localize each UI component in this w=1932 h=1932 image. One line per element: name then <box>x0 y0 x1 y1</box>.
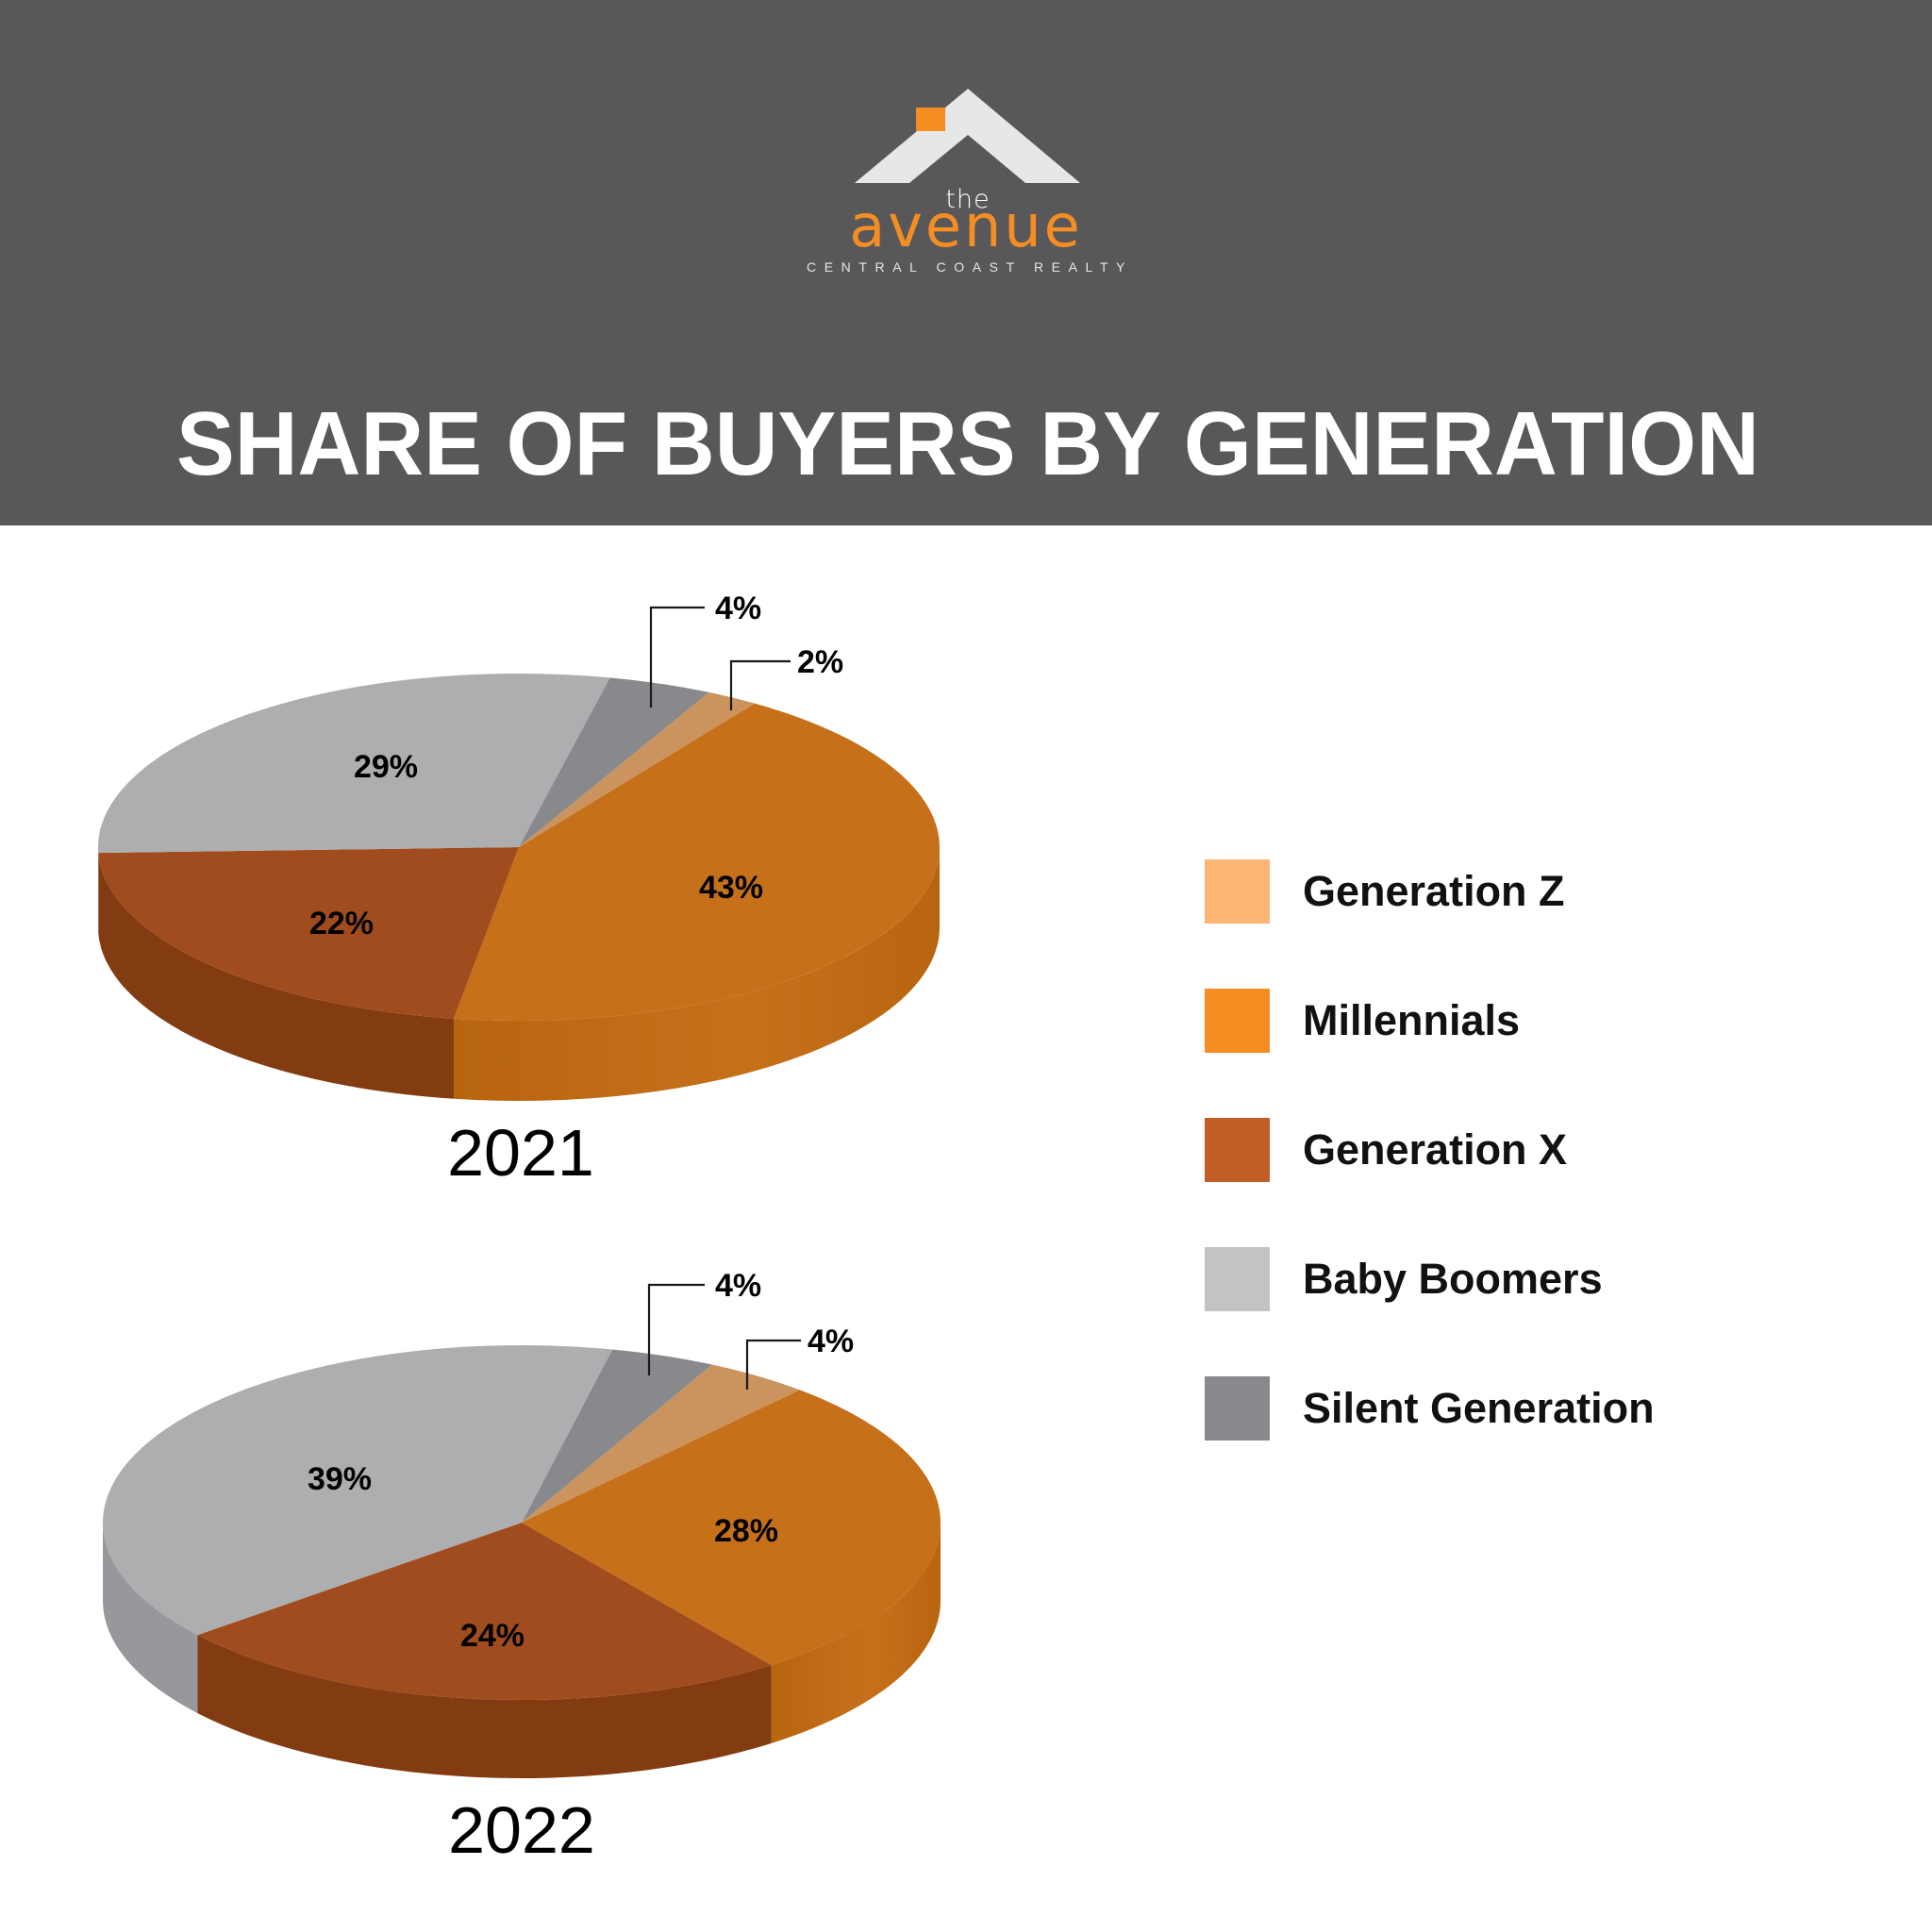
pie-year-label: 2021 <box>447 1116 594 1190</box>
pie-year-label: 2022 <box>448 1793 595 1867</box>
pie-slice-generation-z <box>522 1364 800 1523</box>
legend-item-millennials: Millennials <box>1205 989 1865 1053</box>
pie-sides <box>103 1523 941 1778</box>
legend-item-silent-generation: Silent Generation <box>1205 1376 1865 1441</box>
legend-swatch-generation-x <box>1205 1118 1270 1182</box>
slice-value-label: 24% <box>460 1618 525 1654</box>
pie-top <box>103 1344 941 1700</box>
slice-value-label: 28% <box>714 1513 778 1549</box>
pie-chart-2021: 43% 22% 29% 4% 2% 2021 <box>98 591 941 1190</box>
callout-leader-line <box>745 1339 801 1390</box>
callout-value-label: 2% <box>797 644 843 680</box>
pie-slice-generation-z <box>519 691 756 847</box>
callout-value-label: 4% <box>808 1324 854 1359</box>
pie-chart-2022: 28% 24% 39% 4% 4% 2022 <box>103 1268 941 1867</box>
pie-side-millennials <box>453 847 941 1101</box>
pie-slice-generation-x <box>98 847 519 1019</box>
legend-item-generation-x: Generation X <box>1205 1118 1865 1182</box>
pie-slice-baby-boomers <box>98 673 610 854</box>
pie-slice-millennials <box>522 1390 941 1665</box>
pie-slice-silent-generation <box>522 1349 712 1523</box>
pie-sides <box>98 847 941 1101</box>
legend-label: Baby Boomers <box>1303 1255 1603 1303</box>
page-title-container: SHARE OF BUYERS BY GENERATION <box>176 396 1759 494</box>
page-title: SHARE OF BUYERS BY GENERATION <box>176 396 1759 494</box>
legend-label: Silent Generation <box>1303 1384 1655 1432</box>
chimney-shape <box>916 108 945 131</box>
legend-swatch-baby-boomers <box>1205 1247 1270 1311</box>
callout-leader-line <box>647 1283 705 1375</box>
roof-shape <box>855 89 1080 183</box>
logo-tagline: CENTRAL COAST REALTY <box>806 259 1133 275</box>
legend-swatch-silent-generation <box>1205 1376 1270 1441</box>
legend-swatch-generation-z <box>1205 859 1270 924</box>
pie-top <box>98 673 941 1022</box>
slice-value-label: 29% <box>354 749 418 785</box>
callout-value-label: 4% <box>715 1268 761 1304</box>
pie-slice-millennials <box>453 703 941 1022</box>
logo-the-text: the <box>945 185 991 214</box>
pie-slice-baby-boomers <box>103 1344 613 1636</box>
house-roof-logo-icon <box>855 89 1080 183</box>
header-banner: the avenue CENTRAL COAST REALTY SHARE OF… <box>0 0 1932 525</box>
pie-charts-area: 43% 22% 29% 4% 2% 2021 28% 24% 39% 4% 4% 2022 <box>98 591 941 1867</box>
slice-value-label: 39% <box>308 1461 372 1497</box>
callout-leader-line <box>729 659 791 710</box>
legend-label: Millennials <box>1303 996 1521 1044</box>
slice-value-label: 43% <box>699 870 763 906</box>
legend-swatch-millennials <box>1205 989 1270 1053</box>
pie-side-generation-x <box>98 853 454 1099</box>
legend-label: Generation X <box>1303 1125 1568 1174</box>
legend-item-generation-z: Generation Z <box>1205 859 1865 924</box>
pie-side-generation-x <box>197 1635 772 1778</box>
legend-item-baby-boomers: Baby Boomers <box>1205 1247 1865 1311</box>
pie-side-baby-boomers <box>103 1523 198 1714</box>
logo-brand-name: avenue <box>849 192 1083 260</box>
callout-leader-line <box>649 606 705 708</box>
pie-slice-generation-x <box>197 1523 772 1700</box>
legend-label: Generation Z <box>1303 867 1565 915</box>
callout-value-label: 4% <box>715 591 761 626</box>
pie-slice-silent-generation <box>519 677 709 847</box>
slice-value-label: 22% <box>309 906 374 941</box>
pie-side-millennials <box>771 1523 941 1743</box>
